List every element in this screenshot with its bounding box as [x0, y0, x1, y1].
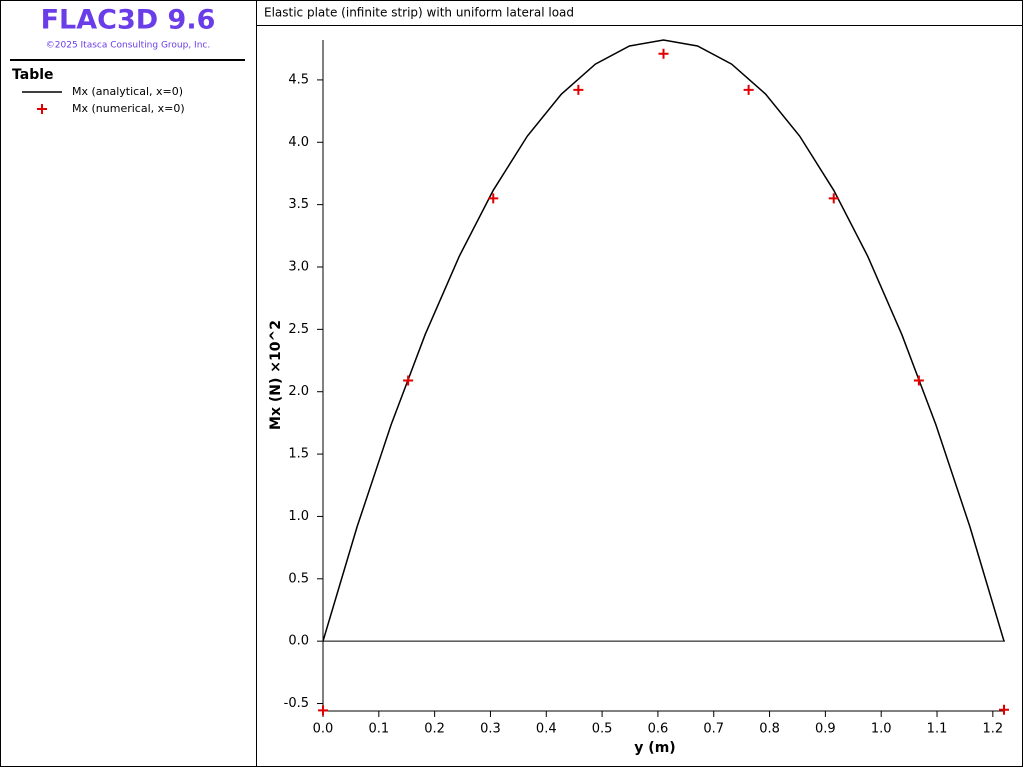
x-tick-label: 0.7: [703, 722, 724, 737]
chart-title: Elastic plate (infinite strip) with unif…: [264, 6, 574, 20]
y-tick-label: 0.5: [288, 571, 309, 586]
y-tick-label: 1.0: [288, 509, 309, 524]
x-tick-label: 0.2: [424, 722, 445, 737]
analytical-line: [322, 39, 1005, 642]
x-axis-label: y (m): [634, 740, 675, 756]
x-tick-label: 0.1: [368, 722, 389, 737]
y-tick-label: 2.0: [288, 384, 309, 399]
marker: [573, 84, 584, 95]
marker: [828, 193, 839, 204]
y-tick-label: -0.5: [284, 696, 309, 711]
x-tick-label: 0.3: [480, 722, 501, 737]
side-panel: [0, 0, 257, 767]
x-tick-label: 0.6: [648, 722, 669, 737]
x-tick-label: 1.0: [871, 722, 892, 737]
plot-panel: [256, 0, 1023, 767]
y-tick-label: 0.0: [288, 634, 309, 649]
x-tick-label: 1.1: [927, 722, 948, 737]
marker: [403, 375, 414, 386]
y-tick-label: 1.5: [288, 447, 309, 462]
x-tick-label: 1.2: [982, 722, 1003, 737]
marker: [743, 84, 754, 95]
app-title: FLAC3D 9.6: [41, 5, 216, 36]
y-tick-label: 2.5: [288, 322, 309, 337]
legend-title: Table: [12, 67, 54, 83]
x-tick-label: 0.4: [536, 722, 557, 737]
marker: [658, 48, 669, 59]
x-tick-label: 0.8: [759, 722, 780, 737]
copyright: ©2025 Itasca Consulting Group, Inc.: [46, 41, 210, 51]
legend-marker: [37, 104, 47, 114]
y-tick-label: 3.5: [288, 197, 309, 212]
legend-label: Mx (analytical, x=0): [72, 85, 183, 98]
y-tick-label: 4.5: [288, 72, 309, 87]
legend-label: Mx (numerical, x=0): [72, 102, 185, 115]
marker: [913, 375, 924, 386]
y-tick-label: 4.0: [288, 135, 309, 150]
marker: [999, 704, 1009, 715]
y-tick-label: 3.0: [288, 259, 309, 274]
x-tick-label: 0.0: [313, 722, 334, 737]
marker: [488, 193, 499, 204]
x-tick-label: 0.9: [815, 722, 836, 737]
marker: [318, 705, 328, 716]
x-tick-label: 0.5: [592, 722, 613, 737]
y-axis-label: Mx (N) ×10^2: [268, 320, 284, 430]
